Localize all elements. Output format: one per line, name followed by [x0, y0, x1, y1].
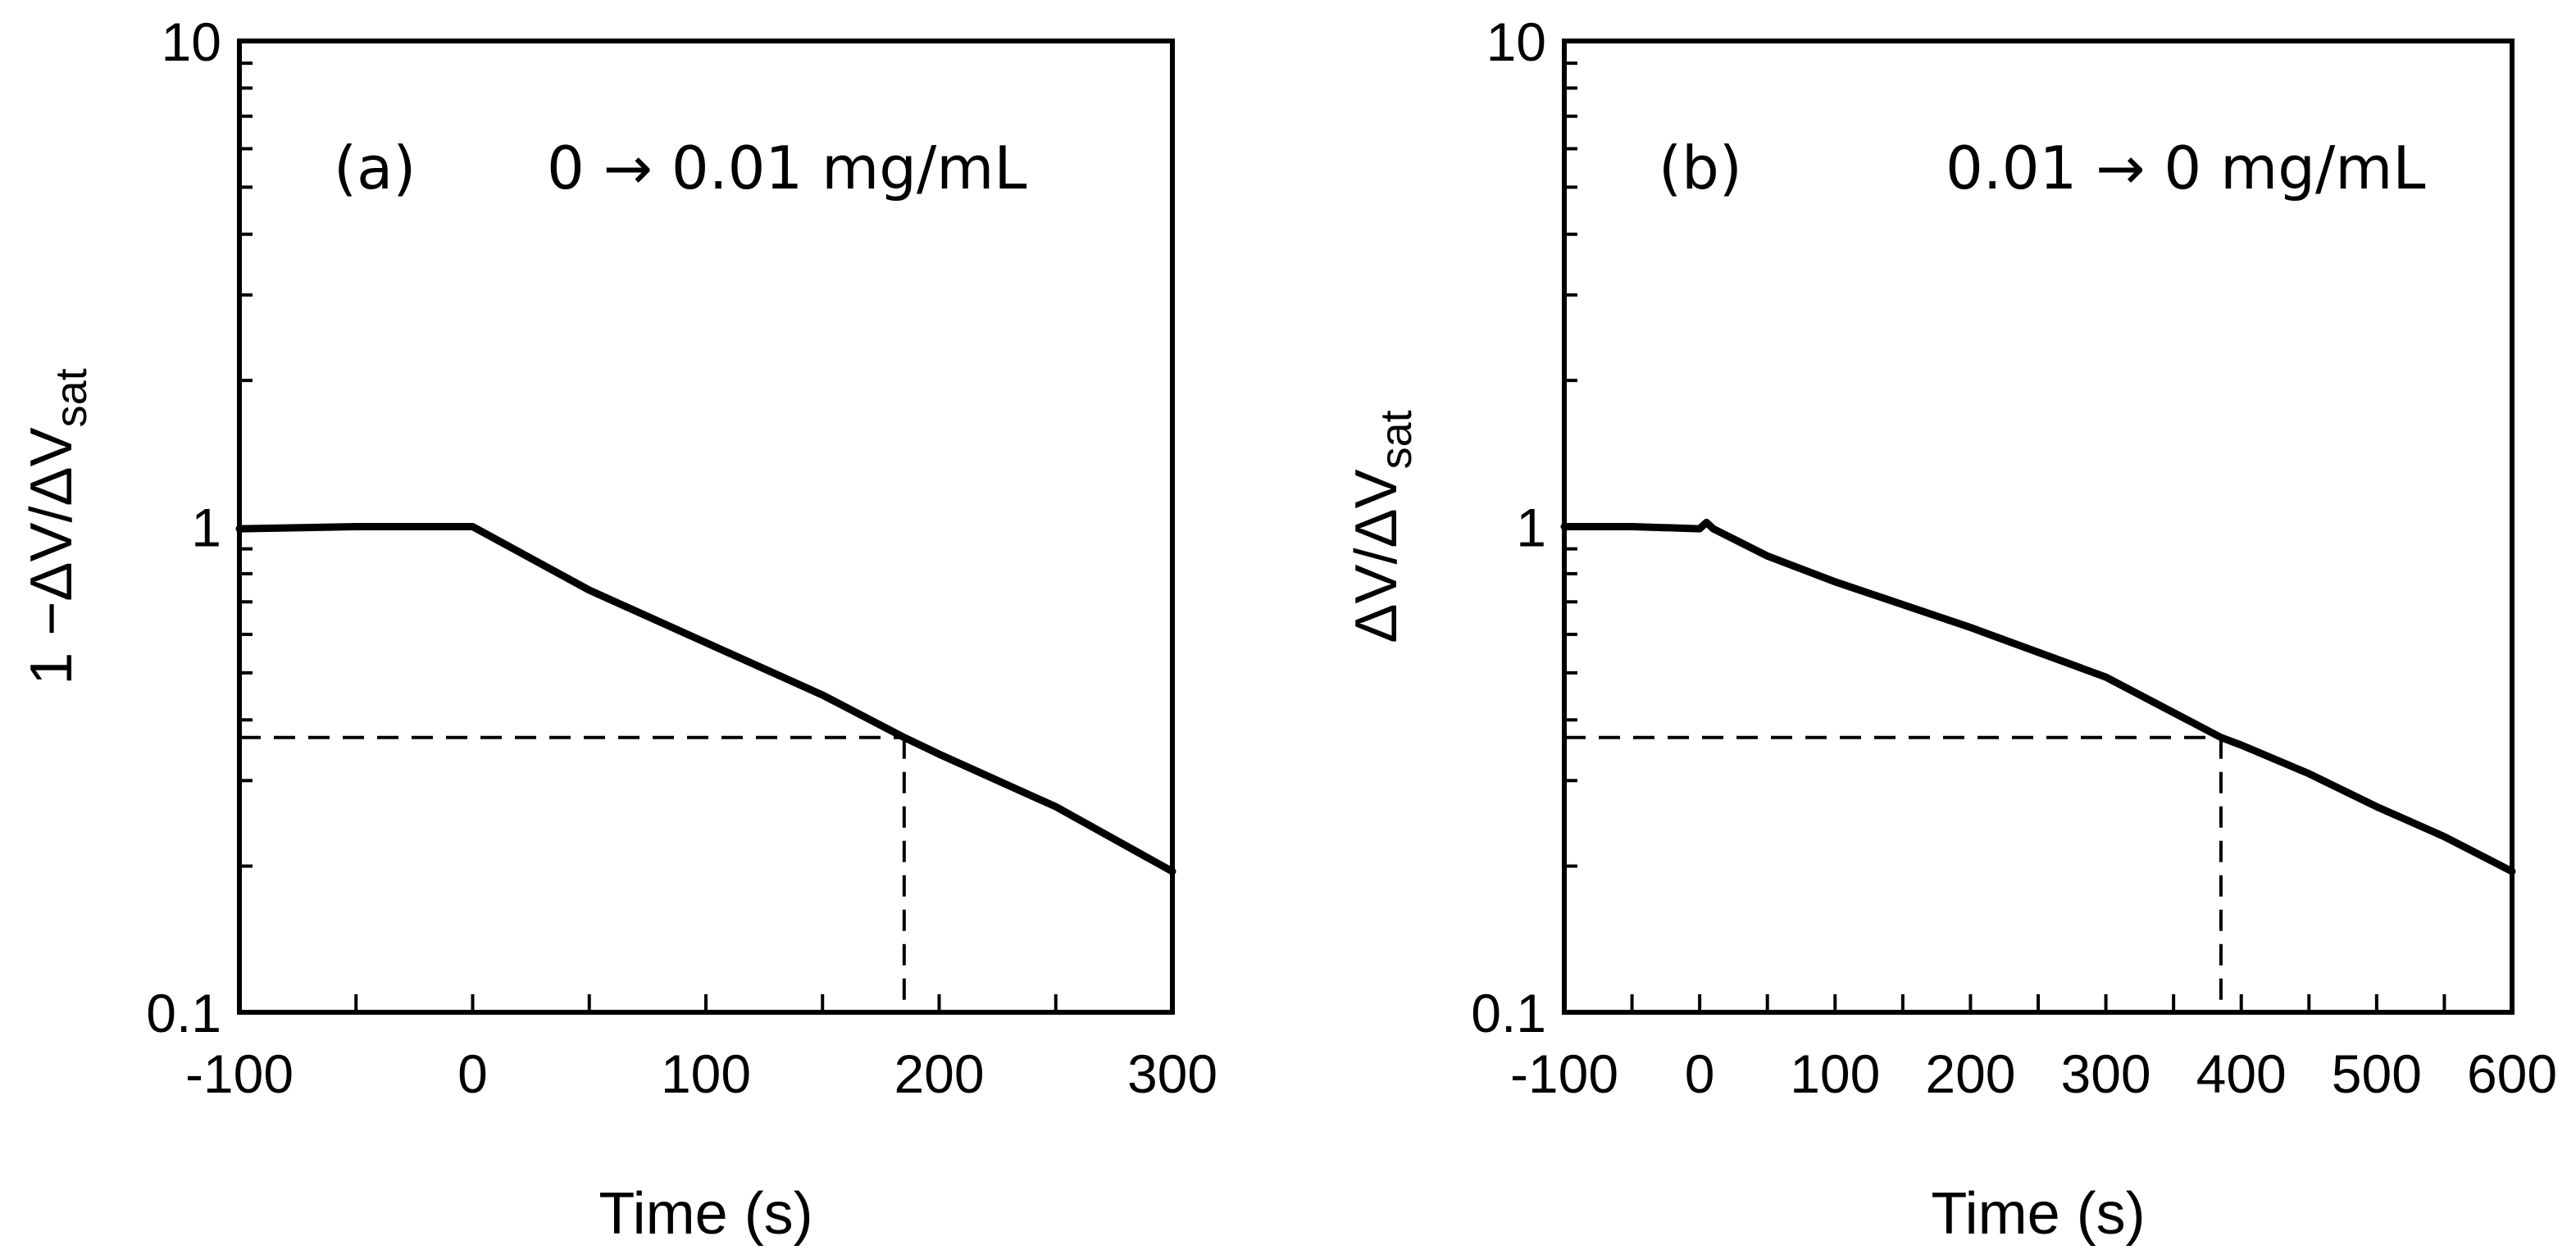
y-tick-label: 0.1	[1471, 983, 1546, 1043]
panel-label: (a)	[334, 134, 416, 202]
concentration-annotation: 0.01 → 0 mg/mL	[1946, 134, 2425, 202]
series-line-response	[235, 523, 1176, 875]
chart-panel-2: -100 0 100 200 300 400 500 600 0.1 1 10 Time (s) ΔV/…	[1344, 11, 2557, 1247]
y-tick-label: 1	[1516, 498, 1546, 558]
x-tick-label: 500	[2332, 1043, 2422, 1104]
x-tick-label: -100	[1510, 1043, 1618, 1104]
y-axis-title-main: ΔV/ΔV	[1344, 469, 1409, 643]
panel-label: (b)	[1659, 134, 1742, 202]
y-axis-title-main: 1 −ΔV/ΔV	[19, 427, 84, 684]
y-tick-label: 0.1	[146, 983, 221, 1043]
y-tick-label: 1	[191, 498, 221, 558]
chart-panel-1: -100 0 100 200 300 0.1 1 10 Time (s) 1 −ΔV/ΔVsat (…	[19, 11, 1217, 1247]
x-tick-label: 300	[2061, 1043, 2151, 1104]
y-axis-title: 1 −ΔV/ΔVsat	[19, 368, 96, 684]
x-tick-label: 0	[457, 1043, 488, 1104]
y-tick-label: 10	[162, 11, 221, 72]
series-line-response	[1560, 518, 2516, 875]
x-tick-label: 200	[1925, 1043, 2015, 1104]
x-tick-label: 100	[1790, 1043, 1880, 1104]
x-tick-label: 200	[894, 1043, 984, 1104]
y-axis-title-subscript: sat	[47, 368, 96, 427]
x-tick-label: 400	[2196, 1043, 2287, 1104]
x-tick-label: 100	[661, 1043, 751, 1104]
y-tick-label: 10	[1486, 11, 1546, 72]
x-tick-label: 0	[1685, 1043, 1715, 1104]
x-tick-label: 600	[2467, 1043, 2557, 1104]
y-axis-title-subscript: sat	[1372, 410, 1421, 469]
x-tick-label: 300	[1127, 1043, 1217, 1104]
concentration-annotation: 0 → 0.01 mg/mL	[547, 134, 1026, 202]
x-axis-title: Time (s)	[1931, 1181, 2145, 1247]
y-axis-title: ΔV/ΔVsat	[1344, 410, 1421, 643]
x-tick-label: -100	[185, 1043, 294, 1104]
x-axis-title: Time (s)	[598, 1181, 812, 1247]
